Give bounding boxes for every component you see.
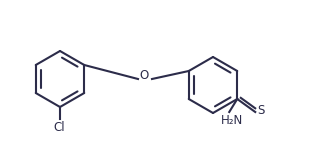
Text: H₂N: H₂N — [221, 114, 244, 127]
Text: O: O — [139, 69, 149, 82]
Text: Cl: Cl — [53, 121, 65, 134]
Text: S: S — [257, 103, 265, 116]
